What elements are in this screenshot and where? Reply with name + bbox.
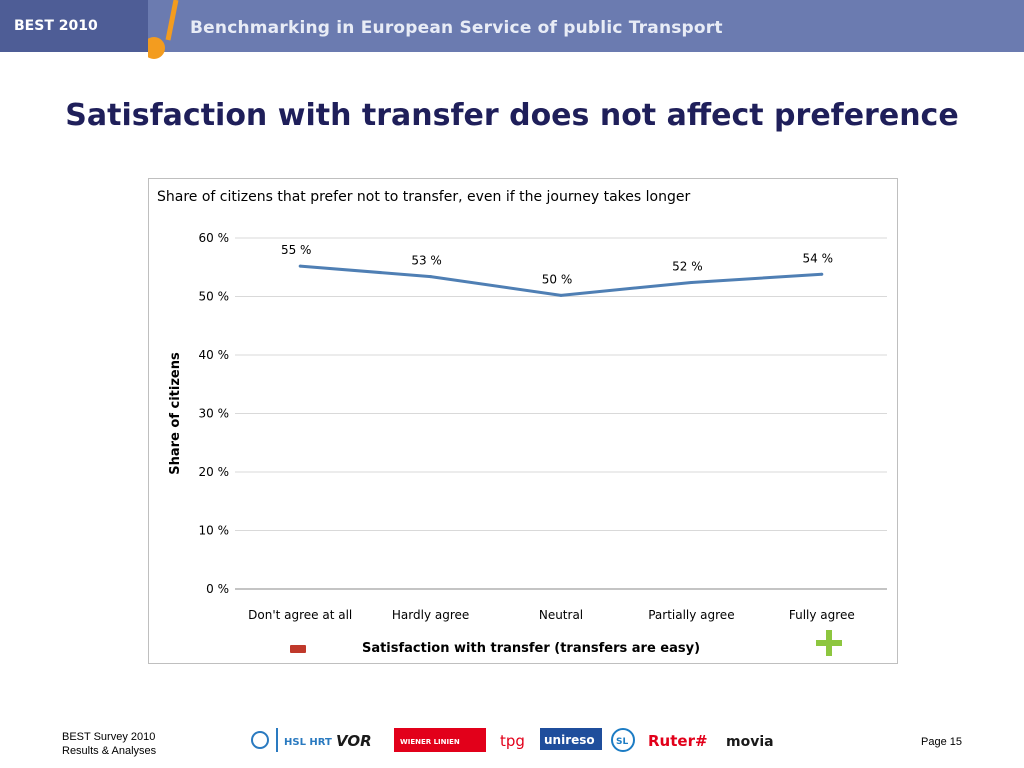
unireso-logo: unireso xyxy=(540,728,602,750)
x-tick-label: Don't agree at all xyxy=(248,608,352,622)
hsl-logo: HSL HRT xyxy=(251,728,332,752)
minus-marker-icon xyxy=(290,645,306,653)
x-tick-labels: Don't agree at all Hardly agree Neutral Par… xyxy=(248,608,855,622)
vor-logo: VOR xyxy=(336,732,372,750)
logo-text-unireso: unireso xyxy=(544,733,595,747)
tpg-logo: tpg xyxy=(500,732,525,750)
data-point xyxy=(559,293,563,297)
ruter-logo: Ruter# xyxy=(648,732,708,750)
data-point xyxy=(298,264,302,268)
logo-text-vor: VOR xyxy=(336,732,372,750)
header-tagline: Benchmarking in European Service of publ… xyxy=(190,18,723,38)
logo-text-tpg: tpg xyxy=(500,732,525,750)
header-brand-panel xyxy=(0,0,148,52)
plus-marker-icon xyxy=(816,630,842,656)
data-label: 52 % xyxy=(672,259,703,273)
header-decoration-icon xyxy=(148,0,179,59)
x-tick-label: Fully agree xyxy=(789,608,855,622)
data-label: 53 % xyxy=(411,254,442,268)
y-tick-label: 50 % xyxy=(199,290,230,304)
y-tick-labels: 0 % 10 % 20 % 30 % 40 % 50 % 60 % xyxy=(199,231,230,596)
y-tick-label: 30 % xyxy=(199,407,230,421)
x-tick-label: Hardly agree xyxy=(392,608,469,622)
chart-frame: Share of citizens that prefer not to tra… xyxy=(148,178,898,664)
logo-text-wiener-linien: WIENER LINIEN xyxy=(400,738,460,746)
x-axis-label: Satisfaction with transfer (transfers ar… xyxy=(362,641,700,656)
slide-title: Satisfaction with transfer does not affe… xyxy=(65,98,959,133)
y-tick-label: 10 % xyxy=(199,524,230,538)
line-chart: Share of citizens that prefer not to tra… xyxy=(157,189,887,656)
y-tick-label: 40 % xyxy=(199,348,230,362)
header-brand: BEST 2010 xyxy=(14,18,98,34)
logo-text-movia: movia xyxy=(726,734,774,750)
sl-logo: SL xyxy=(611,728,635,752)
y-tick-label: 20 % xyxy=(199,465,230,479)
y-axis-label: Share of citizens xyxy=(168,352,183,475)
header-band: BEST 2010 Benchmarking in European Servi… xyxy=(0,0,1024,59)
chart-title: Share of citizens that prefer not to tra… xyxy=(157,189,690,205)
data-label: 50 % xyxy=(542,272,573,286)
chart-grid xyxy=(235,237,887,590)
page-number: Page 15 xyxy=(921,736,962,748)
data-point xyxy=(689,280,693,284)
series-group: 55 % 53 % 50 % 52 % 54 % xyxy=(281,243,833,297)
footer-source: BEST Survey 2010 Results & Analyses xyxy=(62,730,156,758)
movia-logo: movia xyxy=(726,734,774,750)
logo-text-hsl: HSL HRT xyxy=(284,737,332,748)
x-tick-label: Partially agree xyxy=(648,608,734,622)
logo-text-ruter: Ruter# xyxy=(648,732,708,750)
logo-text-sl: SL xyxy=(616,737,628,747)
x-tick-label: Neutral xyxy=(539,608,583,622)
footer-line-2: Results & Analyses xyxy=(62,745,157,757)
wiener-linien-logo: WIENER LINIEN xyxy=(394,728,486,752)
data-point xyxy=(820,272,824,276)
y-tick-label: 0 % xyxy=(206,582,229,596)
data-label: 55 % xyxy=(281,243,312,257)
partner-logos: HSL HRT VOR WIENER LINIEN tpg unireso SL… xyxy=(251,728,774,752)
data-label: 54 % xyxy=(803,251,834,265)
y-tick-label: 60 % xyxy=(199,231,230,245)
data-point xyxy=(429,275,433,279)
footer-line-1: BEST Survey 2010 xyxy=(62,731,156,743)
